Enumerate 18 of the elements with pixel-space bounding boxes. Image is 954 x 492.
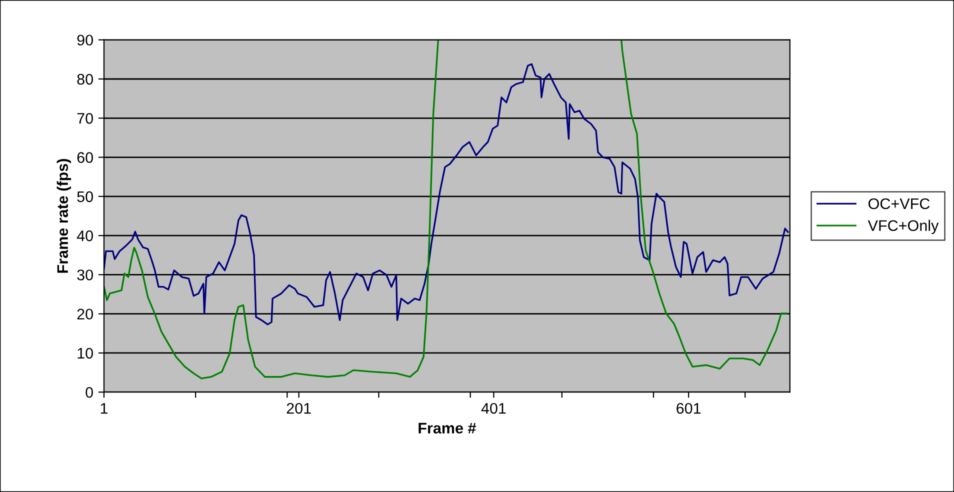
x-tick-label: 1 (100, 403, 108, 414)
x-axis-title: Frame # (418, 422, 476, 434)
y-tick-label: 80 (77, 74, 93, 85)
y-tick-label: 10 (78, 348, 93, 359)
x-tick-label: 601 (676, 402, 701, 414)
x-tick-label: 201 (286, 402, 311, 414)
y-tick-label: 90 (77, 34, 93, 46)
y-tick-label: 40 (76, 230, 93, 242)
y-tick-label: 20 (77, 308, 93, 320)
y-tick-label: 0 (86, 386, 93, 398)
y-tick-label: 30 (77, 270, 93, 280)
y-tick-label: 70 (77, 113, 93, 124)
y-tick-label: 60 (77, 152, 93, 163)
legend-label: VFC+Only (868, 220, 939, 234)
y-axis-title: Frame rate (fps) (56, 159, 72, 273)
legend-label: OC+VFC (868, 198, 930, 210)
y-tick-label: 50 (77, 191, 93, 202)
x-tick-label: 401 (481, 402, 506, 414)
